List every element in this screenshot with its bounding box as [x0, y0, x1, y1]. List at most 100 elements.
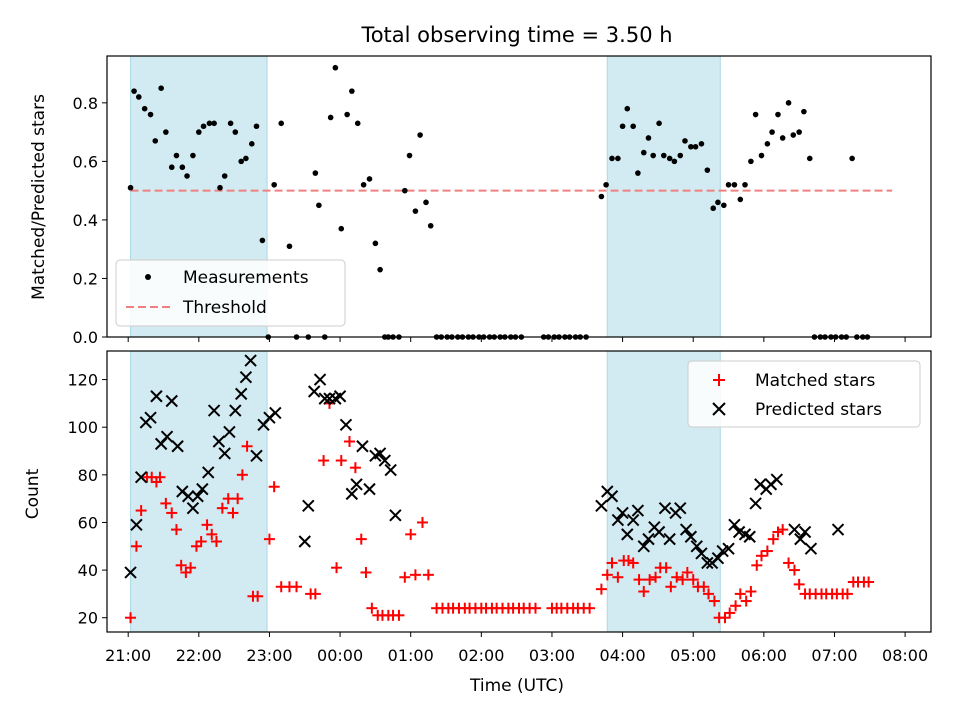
measurement-point	[163, 129, 169, 135]
measurement-point	[704, 167, 711, 173]
matched-point	[793, 578, 805, 590]
measurement-point	[615, 155, 621, 162]
matched-point	[291, 581, 303, 593]
legend-measurements-label: Measurements	[183, 268, 309, 288]
measurement-point	[801, 108, 807, 115]
matched-point	[252, 590, 264, 602]
predicted-point	[621, 528, 634, 541]
top-y-axis: 0.0 0.2 0.4 0.6 0.8	[73, 94, 107, 347]
predicted-point	[652, 525, 666, 539]
matched-point	[318, 455, 330, 467]
measurement-point	[619, 123, 626, 130]
predicted-point-b	[302, 499, 315, 512]
matched-point	[622, 555, 634, 567]
measurement-point	[427, 222, 434, 229]
matched-point	[677, 574, 689, 586]
measurement-point	[752, 111, 759, 118]
predicted-point-b	[732, 525, 746, 539]
matched-point	[355, 533, 367, 545]
matched-point	[529, 602, 541, 614]
predicted-point	[182, 490, 195, 503]
matched-point	[130, 540, 142, 552]
matched-point	[210, 536, 222, 548]
top-y-tick-label: 0.6	[73, 152, 98, 171]
measurement-point	[677, 152, 684, 159]
measurement-point	[338, 225, 345, 232]
predicted-point-b	[389, 509, 402, 522]
bottom-x-tick-label: 02:00	[458, 646, 504, 665]
bottom-y-tick-label: 60	[78, 513, 98, 532]
predicted-point	[679, 523, 693, 536]
legend-predicted-label: Predicted stars	[755, 400, 882, 420]
matched-point	[125, 612, 137, 624]
bottom-y-axis: 20 40 60 80 100 120	[67, 371, 107, 628]
predicted-point-b	[196, 482, 209, 496]
measurement-point	[721, 202, 727, 209]
predicted-point-b	[749, 497, 762, 510]
measurement-point	[806, 155, 813, 162]
measurement-point	[748, 158, 754, 165]
predicted-point-b	[626, 513, 640, 527]
predicted-point-b	[298, 535, 311, 548]
predicted-point	[605, 490, 619, 503]
predicted-point	[378, 454, 392, 467]
measurement-point	[360, 181, 367, 188]
measurement-point	[278, 120, 285, 127]
measurement-point	[200, 123, 207, 130]
predicted-point	[616, 506, 629, 520]
predicted-point	[701, 556, 714, 570]
measurement-point	[147, 111, 154, 118]
matched-point	[584, 602, 596, 614]
matched-point	[719, 612, 731, 624]
predicted-point-b	[244, 354, 257, 367]
predicted-point-b	[229, 404, 242, 417]
predicted-point	[722, 542, 735, 555]
matched-point	[343, 435, 355, 447]
matched-point	[671, 571, 683, 583]
predicted-point	[333, 390, 347, 403]
predicted-point	[642, 532, 655, 546]
measurement-point	[796, 129, 802, 135]
bottom-y-axis-label: Count	[23, 468, 43, 519]
measurement-point	[682, 138, 688, 144]
predicted-point	[611, 513, 625, 527]
matched-point	[216, 502, 228, 514]
matched-stars-series	[125, 397, 875, 624]
matched-point	[227, 507, 239, 519]
matched-point	[606, 557, 618, 569]
measurement-point	[354, 120, 361, 127]
predicted-point	[788, 523, 801, 536]
predicted-point	[749, 497, 762, 510]
matched-point	[708, 595, 720, 607]
predicted-point	[637, 540, 650, 553]
predicted-point	[350, 478, 363, 491]
predicted-point-b	[350, 478, 363, 491]
measurement-point	[253, 123, 260, 130]
measurement-point	[406, 152, 413, 159]
bottom-panel: 20 40 60 80 100 120 21:00 22:00 23:00 00:00 01:00…	[23, 350, 932, 696]
predicted-point	[356, 440, 369, 453]
predicted-point-b	[202, 466, 215, 479]
matched-point	[772, 526, 784, 538]
predicted-point	[165, 394, 178, 408]
measurement-point	[779, 135, 786, 141]
predicted-point	[728, 518, 741, 532]
predicted-point-b	[373, 447, 387, 460]
measurement-point	[764, 141, 771, 147]
measurement-point	[377, 266, 383, 273]
measurement-point	[248, 141, 255, 147]
measurement-point	[725, 181, 732, 188]
matched-point	[687, 574, 699, 586]
measurement-point	[316, 202, 322, 209]
predicted-point	[196, 482, 209, 496]
measurement-point	[327, 114, 334, 121]
predicted-point	[389, 509, 402, 522]
matched-point	[170, 524, 182, 536]
predicted-point-b	[171, 440, 184, 453]
matched-point	[222, 493, 234, 505]
matched-point	[650, 571, 662, 583]
matched-point	[627, 557, 639, 569]
predicted-point	[339, 418, 353, 432]
predicted-point	[150, 390, 163, 403]
measurement-point	[423, 199, 429, 206]
